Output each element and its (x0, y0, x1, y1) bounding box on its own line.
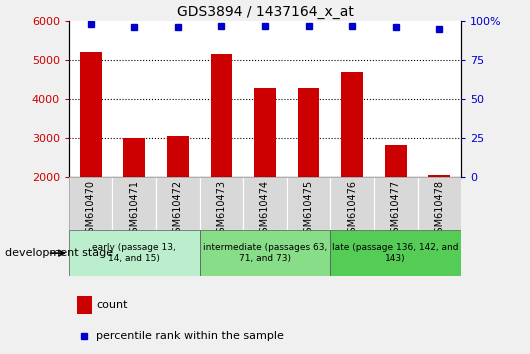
Bar (77, 296, 92, 314)
Text: intermediate (passages 63,
71, and 73): intermediate (passages 63, 71, and 73) (203, 244, 327, 263)
Bar (69, 230, 200, 276)
Text: GSM610477: GSM610477 (391, 180, 401, 239)
Text: GSM610471: GSM610471 (129, 180, 139, 239)
Bar (330, 177, 374, 230)
Bar (69, 177, 112, 230)
Bar (156, 177, 200, 230)
Text: development stage: development stage (5, 248, 113, 258)
Bar (200, 230, 330, 276)
Bar (254, 88, 276, 177)
Bar (243, 177, 287, 230)
Text: GSM610476: GSM610476 (347, 180, 357, 239)
Bar (374, 177, 418, 230)
Bar (112, 177, 156, 230)
Bar (341, 72, 363, 177)
Text: GSM610473: GSM610473 (216, 180, 226, 239)
Text: percentile rank within the sample: percentile rank within the sample (96, 331, 284, 342)
Title: GDS3894 / 1437164_x_at: GDS3894 / 1437164_x_at (176, 5, 354, 19)
Bar (418, 177, 461, 230)
Bar (80, 52, 102, 177)
Bar (167, 136, 189, 177)
Text: early (passage 13,
14, and 15): early (passage 13, 14, and 15) (92, 244, 176, 263)
Text: GSM610472: GSM610472 (173, 180, 183, 239)
Text: count: count (96, 299, 128, 310)
Bar (200, 177, 243, 230)
Text: GSM610470: GSM610470 (86, 180, 96, 239)
Bar (330, 230, 461, 276)
Bar (298, 88, 320, 177)
Bar (428, 175, 450, 177)
Text: GSM610478: GSM610478 (434, 180, 444, 239)
Bar (385, 145, 407, 177)
Text: GSM610474: GSM610474 (260, 180, 270, 239)
Bar (210, 54, 232, 177)
Bar (123, 138, 145, 177)
Text: late (passage 136, 142, and
143): late (passage 136, 142, and 143) (332, 244, 459, 263)
Bar (287, 177, 330, 230)
Text: GSM610475: GSM610475 (304, 180, 314, 239)
